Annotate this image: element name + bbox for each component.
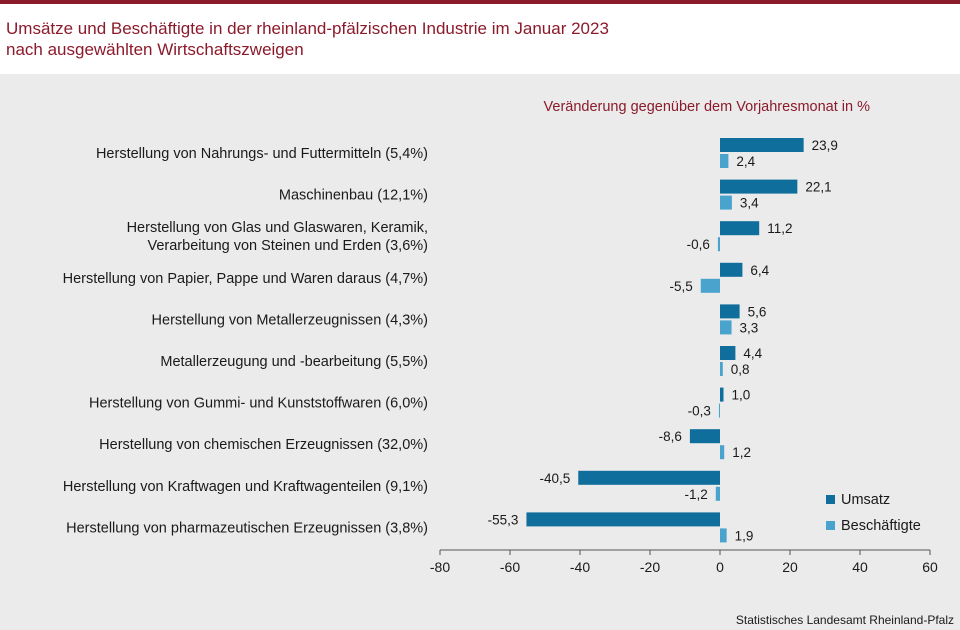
data-label: 1,2 [732,445,751,460]
bar-beschaeftigte [718,403,720,418]
bar-umsatz [689,429,720,444]
chart-area: Veränderung gegenüber dem Vorjahresmonat… [0,82,960,630]
category-label: Herstellung von chemischen Erzeugnissen … [99,437,428,453]
chart-title-line-1: Umsätze und Beschäftigte in der rheinlan… [6,19,609,38]
data-label: 1,0 [732,388,751,403]
bar-chart: Veränderung gegenüber dem Vorjahresmonat… [63,99,938,575]
bar-umsatz [720,387,724,402]
source-note: Statistisches Landesamt Rheinland-Pfalz [735,613,954,627]
data-label: -1,2 [685,487,708,502]
x-tick-label: -80 [430,559,450,575]
category-label: Metallerzeugung und -bearbeitung (5,5%) [160,354,428,370]
x-tick-label: 0 [716,559,724,575]
bar-umsatz [720,179,798,194]
x-tick-label: -60 [500,559,520,575]
category-label: Herstellung von pharmazeutischen Erzeugn… [66,520,428,536]
chart-title: Umsätze und Beschäftigte in der rheinlan… [6,18,609,60]
bar-umsatz [720,138,804,152]
header: Umsätze und Beschäftigte in der rheinlan… [0,4,960,74]
category-label: Herstellung von Glas und Glaswaren, Kera… [127,220,428,236]
bar-beschaeftigte [715,486,720,501]
category-label: Maschinenbau (12,1%) [279,188,428,204]
data-label: 4,4 [743,346,762,361]
x-tick-label: -40 [570,559,590,575]
bar-beschaeftigte [720,445,725,460]
top-accent-bar [0,0,960,4]
legend-label: Umsatz [841,492,890,508]
data-label: 3,3 [740,320,759,335]
bar-beschaeftigte [700,278,720,293]
data-label: 6,4 [750,263,769,278]
bar-umsatz [526,512,720,527]
data-label: 5,6 [748,304,767,319]
category-label: Herstellung von Papier, Pappe und Waren … [63,271,428,287]
legend-swatch-umsatz [826,495,835,504]
category-label: Herstellung von Gummi- und Kunststoffwar… [89,396,428,412]
data-label: 22,1 [805,180,831,195]
data-label: -0,6 [687,237,710,252]
data-label: 1,9 [735,528,754,543]
chart-subtitle: Veränderung gegenüber dem Vorjahresmonat… [544,99,871,115]
data-label: -8,6 [659,429,682,444]
bar-umsatz [578,470,720,485]
bar-beschaeftigte [720,320,732,335]
bar-umsatz [720,221,760,236]
x-tick-label: 20 [782,559,798,575]
bar-umsatz [720,304,740,319]
data-label: 0,8 [731,362,750,377]
legend-label: Beschäftigte [841,518,921,534]
bar-beschaeftigte [720,154,729,168]
bar-umsatz [720,346,736,360]
category-label: Herstellung von Metallerzeugnissen (4,3%… [152,312,428,328]
data-label: -5,5 [669,279,692,294]
data-label: -0,3 [688,404,711,419]
data-label: 23,9 [812,138,838,153]
x-tick-label: 40 [852,559,868,575]
chart-title-line-2: nach ausgewählten Wirtschaftszweigen [6,40,304,59]
bar-umsatz [720,262,743,277]
data-label: 3,4 [740,196,759,211]
legend-swatch-beschaeftigte [826,521,835,530]
data-label: 11,2 [767,221,792,236]
category-label: Herstellung von Nahrungs- und Futtermitt… [96,146,428,162]
bar-beschaeftigte [720,362,723,376]
data-label: 2,4 [736,154,755,169]
x-tick-label: -20 [640,559,660,575]
data-label: -55,3 [488,512,519,527]
x-tick-label: 60 [922,559,938,575]
bar-beschaeftigte [720,528,727,543]
bar-beschaeftigte [717,237,720,252]
category-label: Verarbeitung von Steinen und Erden (3,6%… [147,238,428,254]
bar-beschaeftigte [720,195,732,210]
category-label: Herstellung von Kraftwagen und Kraftwage… [63,479,428,495]
data-label: -40,5 [539,471,570,486]
